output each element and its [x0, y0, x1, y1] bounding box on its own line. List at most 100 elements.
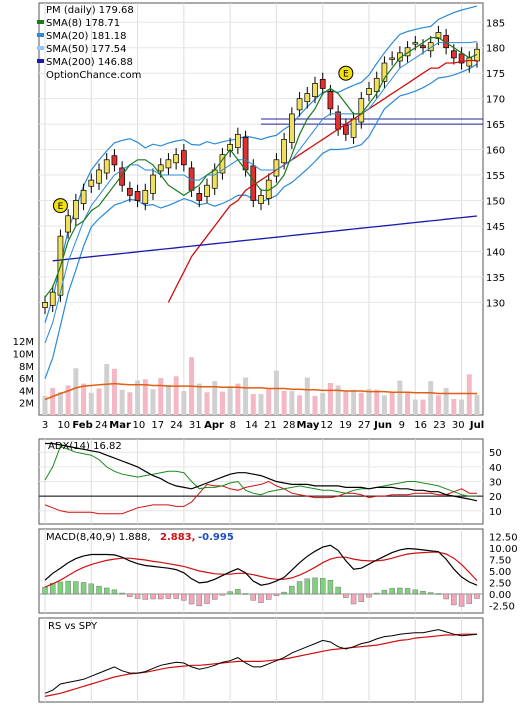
macd-histogram-bar [142, 593, 148, 600]
volume-bar [235, 383, 241, 415]
volume-bar [181, 391, 187, 415]
macd-histogram-bar [212, 593, 218, 600]
volume-tick-label: 10M [13, 349, 34, 360]
volume-bar [281, 391, 287, 415]
candle-body [49, 291, 56, 306]
macd-histogram-bar [204, 593, 210, 604]
x-tick-label: May [296, 420, 319, 431]
macd-histogram-bar [219, 593, 226, 596]
macd-signal-label: 2.883, [160, 532, 195, 543]
volume-tick-label: 4M [19, 386, 34, 397]
x-tick-label: 12 [320, 420, 333, 431]
x-tick-label: 31 [189, 420, 202, 431]
candle-body [42, 302, 48, 308]
candle-body [366, 88, 372, 95]
macd-histogram-bar [412, 589, 418, 595]
volume-bar [389, 391, 395, 415]
volume-bar [250, 394, 256, 415]
rs-panel [38, 617, 484, 703]
macd-histogram-bar [42, 586, 48, 595]
volume-bar [127, 392, 133, 415]
volume-bar [50, 387, 56, 415]
candle-body [127, 187, 133, 196]
macd-histogram-bar [134, 593, 141, 599]
volume-tick-label: 8M [19, 362, 34, 373]
candle-body [412, 42, 419, 45]
volume-bar [196, 383, 202, 415]
macd-histogram-bar [304, 578, 310, 595]
macd-histogram-bar [374, 592, 380, 595]
macd-histogram-bar [235, 589, 241, 595]
candle-body [165, 159, 172, 169]
plus-di-line [44, 445, 477, 497]
macd-tick-label: 7.50 [489, 556, 511, 567]
price-tick-label: 130 [486, 298, 505, 309]
volume-bar [405, 392, 411, 415]
volume-bar [165, 384, 171, 415]
candle-body [427, 42, 434, 52]
volume-tick-label: 6M [19, 374, 34, 385]
volume-bar [374, 389, 380, 415]
sma200-line [52, 215, 478, 262]
x-tick-label: Feb [72, 420, 92, 431]
volume-bar [42, 395, 48, 415]
volume-bar [435, 395, 441, 415]
macd-histogram-bar [188, 593, 195, 605]
x-tick-label: 24 [170, 420, 183, 431]
macd-histogram-bar [381, 590, 388, 595]
candle-body [435, 32, 442, 39]
volume-bar [466, 374, 472, 415]
macd-histogram-bar [119, 592, 125, 595]
candle-body [273, 159, 280, 177]
price-legend: SMA(8) 178.71 SMA(20) 181.18 SMA(50) 177… [37, 18, 141, 81]
volume-bar [297, 395, 303, 415]
candle-body [389, 57, 395, 60]
macd-histogram-bar [227, 591, 233, 595]
candle-body [373, 77, 380, 92]
macd-histogram-bar [173, 593, 179, 599]
legend-label-sma200: SMA(200) 146.88 [46, 57, 133, 68]
candle-body [358, 98, 365, 123]
macd-histogram-bar [312, 577, 318, 595]
macd-histogram-bar [389, 588, 395, 595]
rs-line [44, 629, 478, 694]
macd-title: MACD(8,40,9) 1.888, [46, 532, 151, 543]
candle-body [211, 169, 218, 189]
x-tick-label: 10 [57, 420, 70, 431]
candle-body [350, 118, 357, 138]
candle-body [119, 167, 125, 186]
candle-body [134, 190, 141, 201]
adx-tick-label: 40 [489, 463, 502, 474]
candle-body [157, 164, 164, 172]
candle-body [258, 195, 264, 204]
x-tick-label: 30 [452, 420, 465, 431]
volume-bar [327, 383, 333, 415]
macd-signal-line [44, 551, 478, 588]
macd-histogram-bar [420, 590, 426, 595]
candle-body [204, 184, 210, 197]
watermark: OptionChance.com [46, 70, 141, 81]
x-tick-label: 8 [230, 420, 236, 431]
volume-bar [135, 380, 141, 415]
x-tick-label: Jul [469, 420, 484, 431]
macd-histogram-bar [358, 593, 364, 602]
macd-line [44, 544, 478, 586]
macd-histogram-bar [428, 592, 434, 595]
x-tick-label: 21 [264, 420, 277, 431]
volume-bar [273, 370, 279, 415]
volume-tick-label: 2M [19, 399, 34, 410]
volume-bar [343, 391, 349, 415]
macd-histogram-bar [343, 593, 349, 598]
volume-bar [304, 377, 310, 415]
candle-body [88, 179, 95, 187]
volume-bar [81, 383, 87, 415]
macd-histogram-bar [273, 593, 280, 596]
volume-bar [142, 379, 148, 415]
volume-bar [420, 399, 426, 415]
volume-bar [335, 385, 341, 415]
macd-histogram-bar [296, 581, 303, 595]
price-tick-label: 140 [486, 247, 505, 258]
sma20-line [44, 41, 478, 344]
